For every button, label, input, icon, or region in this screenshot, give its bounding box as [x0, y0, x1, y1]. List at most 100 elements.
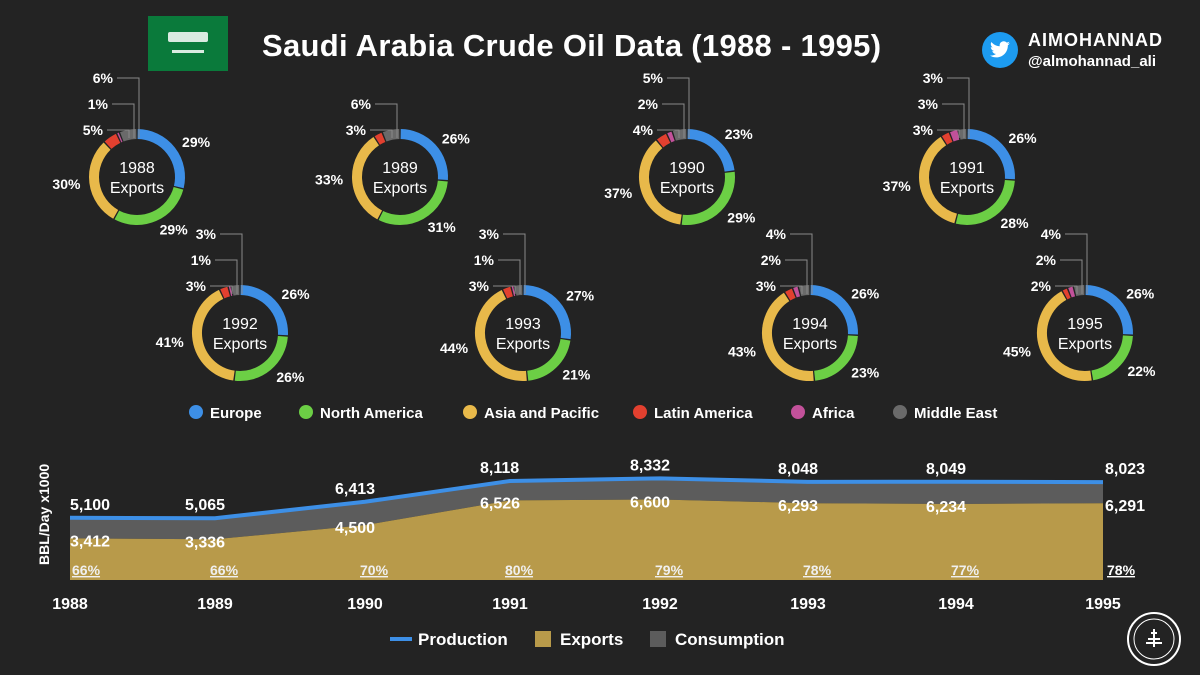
- donut-year-1988: 1988: [119, 160, 155, 177]
- label-1991-africa: 3%: [918, 96, 939, 112]
- label-1992-north-america: 26%: [276, 369, 305, 385]
- donut-caption-1994: Exports: [783, 336, 837, 353]
- legend-item-latin-america: Latin America: [633, 405, 753, 422]
- slice-1989-north-america: [378, 180, 448, 225]
- slice-1992-latin-america: [220, 286, 231, 299]
- legend-item-asia-and-pacific: Asia and Pacific: [463, 405, 599, 422]
- y-axis-label: BBL/Day x1000: [36, 464, 52, 565]
- slice-1994-asia-and-pacific: [762, 292, 814, 381]
- label-1995-africa: 2%: [1036, 252, 1057, 268]
- export-share-1992: 79%: [655, 562, 684, 578]
- donut-year-1994: 1994: [792, 316, 828, 333]
- donut-1994: 26% 23% 43% 3% 2% 4% 1994 Exports: [728, 226, 880, 381]
- region-legend: Europe North America Asia and Pacific Latin…: [189, 405, 997, 422]
- slice-1992-middle-east: [231, 285, 240, 296]
- slice-1990-latin-america: [656, 133, 671, 148]
- label-1989-middle-east: 6%: [351, 96, 372, 112]
- slice-1990-europe: [687, 129, 735, 172]
- legend-label: Europe: [210, 405, 262, 422]
- label-1990-asia-and-pacific: 37%: [604, 185, 633, 201]
- slice-1994-africa: [793, 286, 801, 298]
- donut-1989: 26% 31% 33% 3% 6% 1989 Exports: [315, 96, 470, 235]
- donut-1991: 26% 28% 37% 3% 3% 3% 1991 Exports: [883, 70, 1037, 231]
- label-1988-asia-and-pacific: 30%: [52, 176, 81, 192]
- slice-1995-asia-and-pacific: [1037, 291, 1092, 381]
- label-1989-asia-and-pacific: 33%: [315, 172, 344, 188]
- export-share-1994: 77%: [951, 562, 980, 578]
- legend-dot: [791, 405, 805, 419]
- label-1988-north-america: 29%: [160, 221, 189, 237]
- donut-caption-1988: Exports: [110, 180, 164, 197]
- label-1988-europe: 29%: [182, 134, 211, 150]
- production-label-1988: 5,100: [70, 497, 110, 514]
- brand-name: AIMOHANNAD: [1028, 30, 1163, 50]
- label-1994-middle-east: 4%: [766, 226, 787, 242]
- label-1994-europe: 26%: [851, 286, 880, 302]
- donut-caption-1993: Exports: [496, 336, 550, 353]
- label-1991-latin-america: 3%: [913, 122, 934, 138]
- label-1990-latin-america: 4%: [633, 122, 654, 138]
- legend-dot: [299, 405, 313, 419]
- slice-1991-asia-and-pacific: [919, 136, 958, 224]
- slice-1992-europe: [240, 285, 288, 336]
- production-label-1994: 8,049: [926, 461, 966, 478]
- exports-label-1989: 3,336: [185, 534, 225, 551]
- label-1995-latin-america: 2%: [1031, 278, 1052, 294]
- legend-swatch: [535, 631, 551, 647]
- label-1993-europe: 27%: [566, 288, 595, 304]
- label-1989-north-america: 31%: [428, 219, 457, 235]
- slice-1989-latin-america: [374, 132, 386, 145]
- production-line: [69, 476, 1104, 521]
- label-1994-africa: 2%: [761, 252, 782, 268]
- slice-1993-north-america: [526, 338, 571, 381]
- donut-year-1989: 1989: [382, 160, 418, 177]
- legend-item-africa: Africa: [791, 405, 855, 422]
- production-label-1992: 8,332: [630, 457, 670, 474]
- slice-1989-europe: [400, 129, 448, 181]
- label-1993-middle-east: 3%: [479, 226, 500, 242]
- label-1989-latin-america: 3%: [346, 122, 367, 138]
- label-1993-north-america: 21%: [562, 366, 591, 382]
- label-1991-asia-and-pacific: 37%: [883, 178, 912, 194]
- label-1990-africa: 2%: [638, 96, 659, 112]
- brand-handle: @almohannad_ali: [1028, 53, 1156, 70]
- label-1988-latin-america: 5%: [83, 122, 104, 138]
- slice-1990-africa: [667, 131, 675, 143]
- slice-1992-asia-and-pacific: [192, 289, 235, 381]
- label-1988-africa: 1%: [88, 96, 109, 112]
- donut-1990: 23% 29% 37% 4% 2% 5% 1990 Exports: [604, 70, 756, 225]
- label-1992-europe: 26%: [282, 286, 311, 302]
- legend-label: Production: [418, 630, 508, 649]
- legend-swatch: [390, 637, 412, 641]
- slice-1991-europe: [967, 129, 1015, 180]
- label-1992-middle-east: 3%: [196, 226, 217, 242]
- page-title: Saudi Arabia Crude Oil Data (1988 - 1995…: [262, 28, 882, 63]
- legend-item-production: Production: [390, 630, 508, 649]
- slice-1993-asia-and-pacific: [475, 289, 527, 381]
- slice-1990-middle-east: [672, 129, 687, 141]
- legend-label: Middle East: [914, 405, 997, 422]
- slice-1994-north-america: [813, 335, 858, 381]
- exports-label-1992: 6,600: [630, 494, 670, 511]
- donut-caption-1991: Exports: [940, 180, 994, 197]
- legend-dot: [189, 405, 203, 419]
- label-1995-europe: 26%: [1126, 286, 1155, 302]
- label-1994-asia-and-pacific: 43%: [728, 343, 757, 359]
- x-tick-1994: 1994: [938, 596, 974, 613]
- label-1994-latin-america: 3%: [756, 278, 777, 294]
- legend-item-exports: Exports: [535, 630, 623, 649]
- saudi-flag-icon: [148, 16, 228, 71]
- slice-1993-latin-america: [503, 286, 513, 299]
- legend-label: Latin America: [654, 405, 753, 422]
- export-share-1989: 66%: [210, 562, 239, 578]
- slice-1988-north-america: [114, 186, 184, 225]
- area-legend: Production Exports Consumption: [390, 630, 785, 649]
- seal-icon: [1126, 611, 1182, 667]
- donut-caption-1990: Exports: [660, 180, 714, 197]
- label-1991-middle-east: 3%: [923, 70, 944, 86]
- slice-1995-europe: [1085, 285, 1133, 335]
- donut-1992: 26% 26% 41% 3% 1% 3% 1992 Exports: [156, 226, 310, 385]
- exports-label-1988: 3,412: [70, 533, 110, 550]
- legend-item-middle-east: Middle East: [893, 405, 997, 422]
